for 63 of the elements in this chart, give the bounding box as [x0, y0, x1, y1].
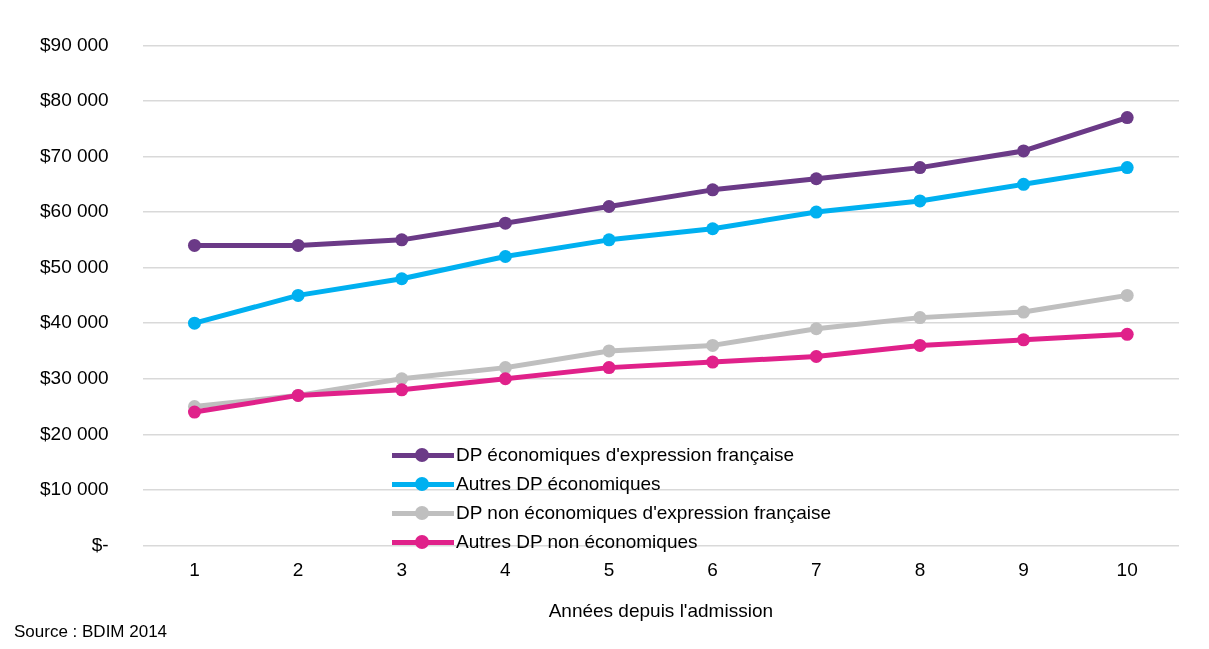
x-tick-label: 6 — [707, 559, 718, 581]
x-tick-label: 9 — [1018, 559, 1029, 581]
point — [913, 311, 927, 325]
point — [809, 322, 823, 336]
point — [706, 222, 720, 236]
point — [1017, 177, 1031, 191]
y-tick-label: $- — [91, 533, 109, 555]
point — [602, 361, 616, 375]
point — [1120, 288, 1134, 302]
point — [1017, 333, 1031, 347]
point — [291, 288, 305, 302]
point — [913, 194, 927, 208]
point — [913, 161, 927, 175]
point — [706, 338, 720, 352]
point — [395, 383, 409, 397]
y-tick-label: $40 000 — [39, 311, 109, 333]
point — [809, 205, 823, 219]
point — [395, 372, 409, 386]
legend-label: DP non économiques d'expression française — [456, 501, 832, 524]
x-tick-label: 2 — [292, 559, 304, 581]
point — [706, 355, 720, 369]
legend-label: Autres DP économiques — [456, 472, 661, 495]
y-tick-label: $60 000 — [39, 200, 109, 222]
point — [602, 344, 616, 358]
point — [395, 272, 409, 286]
point — [913, 338, 927, 352]
point — [188, 316, 201, 330]
point — [1120, 327, 1134, 341]
point — [498, 361, 512, 375]
legend-label: DP économiques d'expression française — [456, 443, 795, 466]
x-tick-label: 8 — [914, 559, 926, 581]
point — [1120, 111, 1134, 125]
y-tick-label: $70 000 — [39, 144, 109, 166]
point — [395, 233, 409, 247]
y-tick-label: $80 000 — [39, 89, 109, 111]
point — [498, 216, 512, 230]
y-tick-label: $10 000 — [39, 478, 109, 500]
x-tick-label: 3 — [396, 559, 408, 581]
point — [1120, 161, 1134, 175]
legend-label: Autres DP non économiques — [456, 530, 698, 553]
point — [809, 172, 823, 186]
x-tick-label: 7 — [811, 559, 822, 581]
y-tick-label: $90 000 — [39, 33, 109, 55]
x-tick-label: 5 — [603, 559, 615, 581]
point — [188, 405, 201, 419]
point — [1017, 144, 1031, 158]
y-tick-label: $20 000 — [39, 422, 109, 444]
point — [706, 183, 720, 197]
point — [498, 250, 512, 264]
point — [602, 233, 616, 247]
point — [809, 350, 823, 364]
point — [498, 372, 512, 386]
point — [602, 200, 616, 214]
x-tick-label: 4 — [500, 559, 512, 581]
x-axis-title: Années depuis l'admission — [548, 599, 774, 621]
point — [291, 238, 305, 252]
y-tick-label: $50 000 — [39, 255, 109, 277]
point — [1017, 305, 1031, 319]
x-tick-label: 10 — [1116, 559, 1138, 581]
source-note: Source : BDIM 2014 — [14, 622, 168, 642]
x-tick-label: 1 — [189, 559, 200, 581]
y-tick-label: $30 000 — [39, 366, 109, 388]
point — [188, 238, 201, 252]
